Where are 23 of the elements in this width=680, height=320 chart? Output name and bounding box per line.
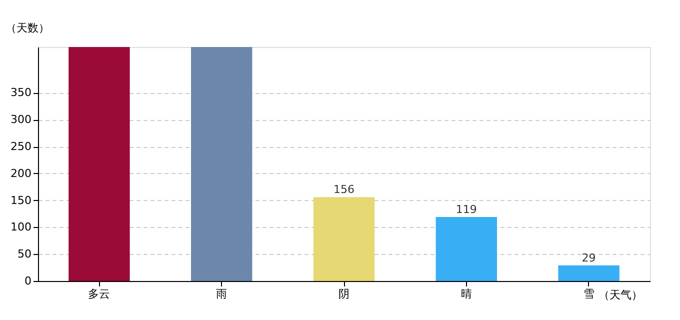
y-tick-label: 200 [10,166,32,180]
x-axis-title: （天气） [598,288,642,302]
x-tick-label: 多云 [88,288,110,300]
y-axis-title: （天数） [6,22,50,34]
y-tick-label: 300 [10,113,32,126]
bar [558,265,620,281]
bar [191,47,252,281]
bar [436,216,497,281]
x-tick-label: 雨 [216,288,228,300]
data-label: 119 [456,202,477,216]
y-tick-label: 250 [10,140,32,154]
y-tick-label: 150 [10,194,32,207]
y-tick-label: 100 [10,220,32,234]
y-tick-label: 0 [24,274,32,288]
x-tick-label: 晴 [460,288,472,300]
y-tick-label: 350 [10,86,32,100]
data-label: 156 [334,183,354,196]
bar [68,47,130,281]
bar [313,197,375,281]
x-tick-label: 阴 [338,288,350,300]
x-tick-label: 雪 [583,288,594,300]
data-label: 29 [582,251,596,264]
y-tick-label: 50 [18,248,32,261]
